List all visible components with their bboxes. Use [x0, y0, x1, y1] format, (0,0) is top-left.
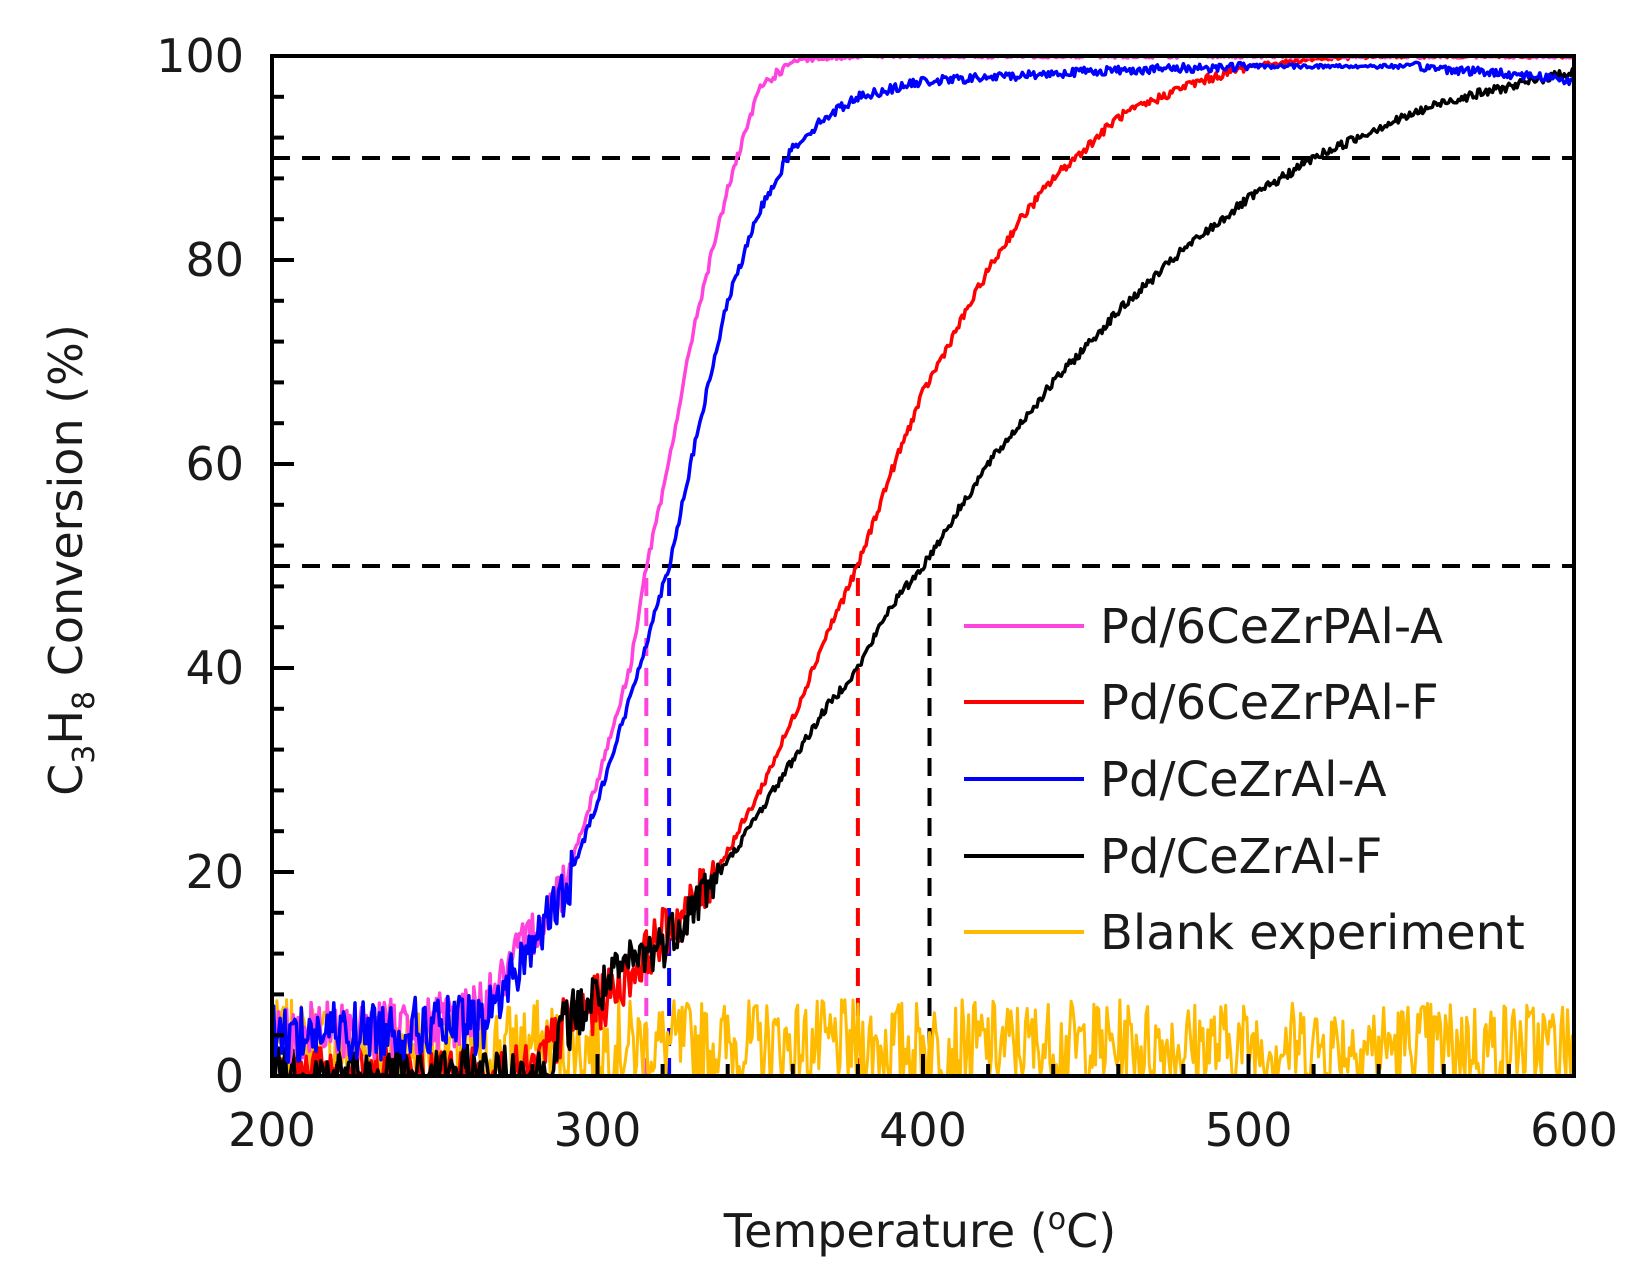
x-tick-label: 200 [228, 1103, 316, 1157]
legend-label-pd-6cezrpal-a: Pd/6CeZrPAl-A [1100, 599, 1443, 655]
y-tick-label: 40 [185, 641, 244, 695]
y-tick-label: 100 [156, 29, 244, 83]
x-tick-label: 600 [1530, 1103, 1618, 1157]
y-axis-title: C3H8 Conversion (%) [39, 324, 102, 796]
series-line-pd-cezral-a [270, 60, 1576, 1064]
x-tick-labels: 200 300 400 500 600 [228, 1103, 1618, 1157]
y-tick-labels: 0 20 40 60 80 100 [156, 29, 244, 1103]
legend: Pd/6CeZrPAl-A Pd/6CeZrPAl-F Pd/CeZrAl-A … [964, 599, 1525, 961]
y-tick-label: 80 [185, 233, 244, 287]
x-tick-label: 300 [554, 1103, 642, 1157]
axes-layer [270, 54, 1576, 1078]
x-tick-label: 500 [1205, 1103, 1293, 1157]
y-tick-label: 20 [185, 845, 244, 899]
reference-lines [272, 156, 1574, 1076]
x-axis-title: Temperature (oC) [723, 1202, 1116, 1258]
legend-label-pd-cezral-a: Pd/CeZrAl-A [1100, 752, 1387, 808]
series-line-blank-experiment [270, 998, 1576, 1078]
legend-label-blank-experiment: Blank experiment [1100, 905, 1525, 961]
x-tick-label: 400 [879, 1103, 967, 1157]
legend-label-pd-6cezrpal-f: Pd/6CeZrPAl-F [1100, 675, 1439, 731]
y-tick-label: 60 [185, 437, 244, 491]
legend-label-pd-cezral-f: Pd/CeZrAl-F [1100, 829, 1382, 885]
y-tick-label: 0 [215, 1049, 244, 1103]
